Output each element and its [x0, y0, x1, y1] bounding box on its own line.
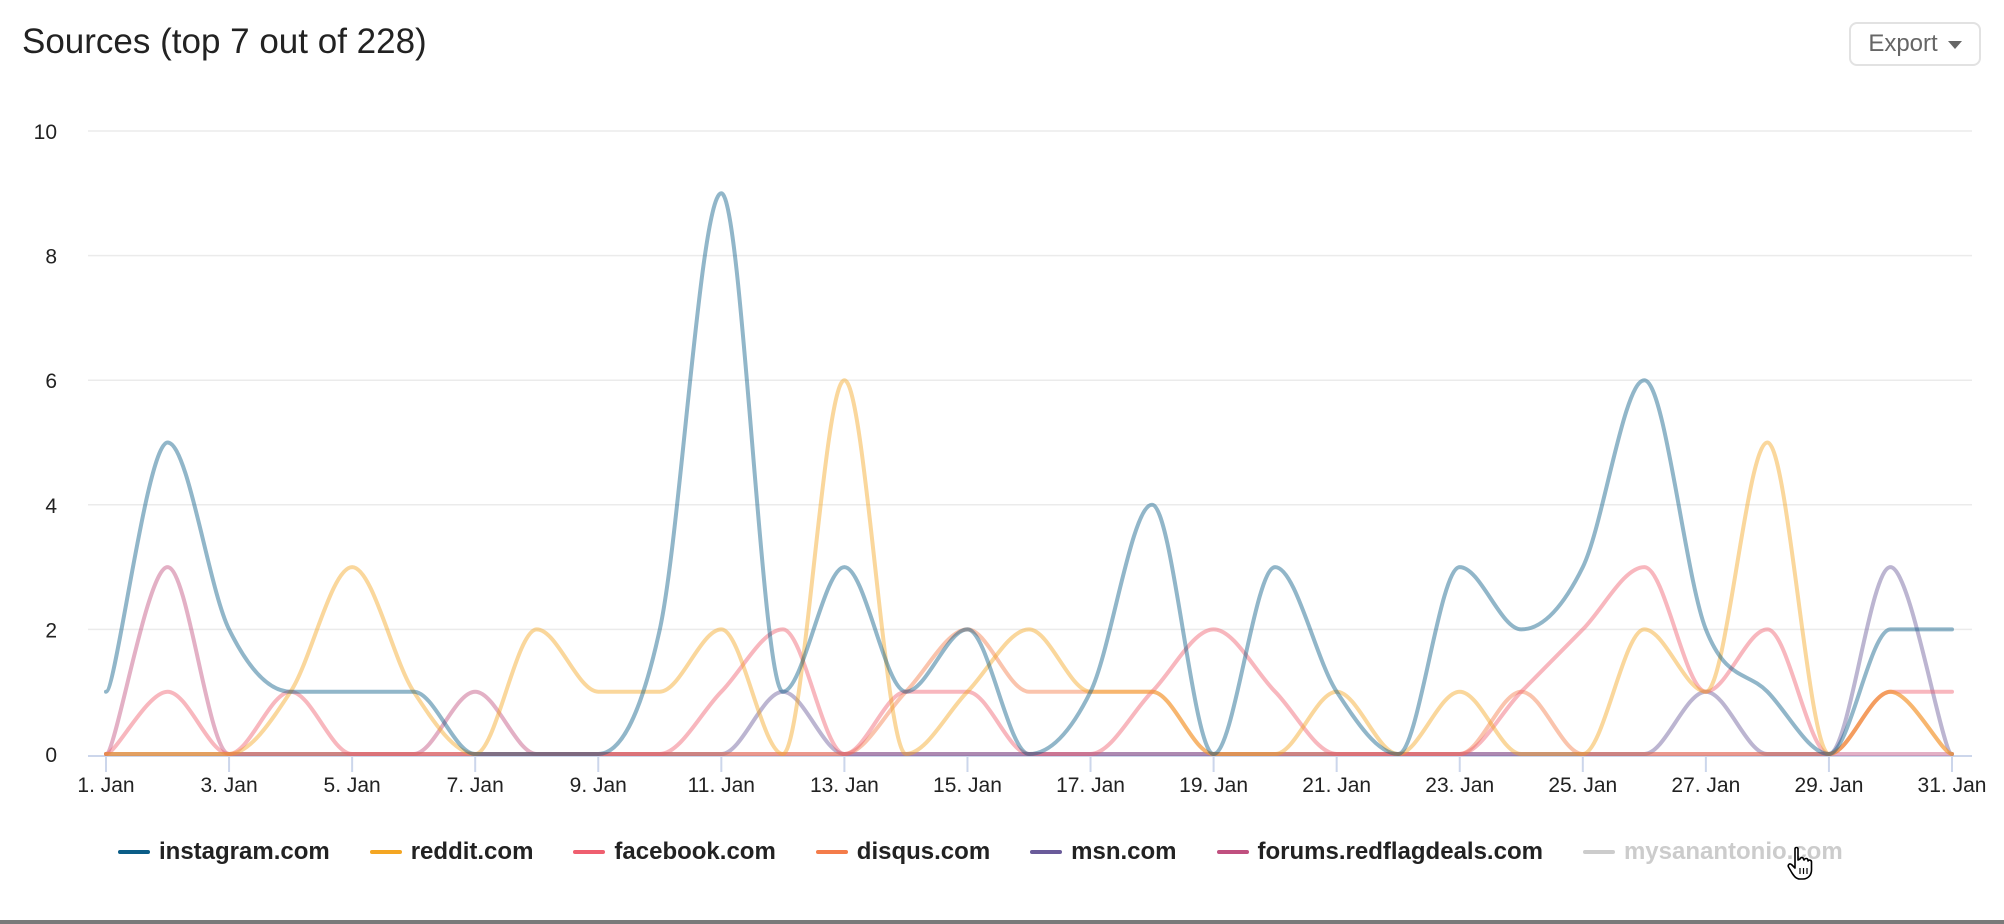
x-tick-label: 19. Jan [1179, 774, 1248, 797]
y-tick-label: 4 [45, 495, 57, 518]
x-axis: 1. Jan 3. Jan 5. Jan 7. Jan 9. Jan 11. Jan 13.… [77, 755, 1987, 797]
grid-lines [88, 130, 1972, 631]
legend-item-reddit-com[interactable]: reddit.com [369, 838, 534, 866]
x-tick-label: 31. Jan [1918, 774, 1987, 797]
legend-label: instagram.com [159, 838, 330, 865]
x-tick-label: 17. Jan [1056, 774, 1125, 797]
x-tick-label: 9. Jan [570, 774, 627, 797]
legend-label: forums.redflagdeals.com [1257, 838, 1543, 865]
legend-swatch-icon [118, 850, 150, 854]
y-tick-label: 10 [34, 121, 57, 144]
y-tick-label: 0 [45, 744, 57, 767]
legend-label: facebook.com [614, 838, 776, 865]
legend-label: disqus.com [856, 838, 991, 865]
export-button[interactable]: Export [1849, 22, 1981, 66]
x-tick-label: 5. Jan [324, 774, 381, 797]
legend-label: reddit.com [410, 838, 534, 865]
caret-down-icon [1947, 41, 1962, 49]
legend-swatch-icon [815, 850, 848, 854]
legend-swatch-icon [573, 850, 606, 854]
legend-item-instagram-com[interactable]: instagram.com [118, 838, 330, 866]
series-line-instagram-com[interactable] [104, 191, 1954, 756]
series-line-disqus-com[interactable] [104, 627, 1954, 756]
x-tick-label: 23. Jan [1425, 774, 1494, 797]
series-line-forums-redflagdeals-com[interactable] [104, 565, 1954, 756]
x-tick-label: 1. Jan [77, 774, 134, 797]
bottom-border [0, 920, 2004, 924]
legend-item-disqus-com[interactable]: disqus.com [815, 838, 991, 866]
x-tick-label: 7. Jan [447, 774, 504, 797]
x-tick-label: 15. Jan [933, 774, 1002, 797]
legend-swatch-icon [369, 850, 402, 854]
y-tick-label: 8 [45, 246, 57, 269]
x-tick-label: 29. Jan [1794, 774, 1863, 797]
legend-item-forums-redflagdeals-com[interactable]: forums.redflagdeals.com [1216, 838, 1543, 866]
y-axis: 0 2 4 6 8 10 [34, 121, 58, 767]
y-tick-label: 2 [45, 619, 57, 642]
x-tick-label: 27. Jan [1671, 774, 1740, 797]
legend-swatch-icon [1582, 850, 1615, 854]
chart-legend: instagram.com reddit.com facebook.com disqu… [0, 838, 2004, 866]
x-tick-label: 25. Jan [1548, 774, 1617, 797]
hand-cursor-icon [1787, 846, 1813, 880]
line-chart: 0 2 4 6 8 10 1. Jan 3. Jan 5. Jan 7. Jan 9. Jan 11… [34, 121, 1987, 797]
x-tick-label: 13. Jan [810, 774, 879, 797]
chart-title: Sources (top 7 out of 228) [22, 22, 427, 61]
legend-item-msn-com[interactable]: msn.com [1030, 838, 1177, 866]
legend-item-facebook-com[interactable]: facebook.com [573, 838, 776, 866]
legend-label: msn.com [1071, 838, 1177, 865]
x-tick-label: 21. Jan [1302, 774, 1371, 797]
x-tick-label: 3. Jan [200, 774, 257, 797]
export-label: Export [1868, 30, 1938, 57]
legend-swatch-icon [1030, 850, 1063, 854]
x-tick-label: 11. Jan [688, 774, 755, 797]
series-line-reddit-com[interactable] [104, 378, 1954, 756]
legend-swatch-icon [1216, 850, 1249, 854]
series-lines [104, 191, 1954, 756]
series-line-facebook-com[interactable] [104, 565, 1954, 756]
y-tick-label: 6 [45, 370, 57, 393]
series-line-msn-com[interactable] [104, 565, 1954, 756]
